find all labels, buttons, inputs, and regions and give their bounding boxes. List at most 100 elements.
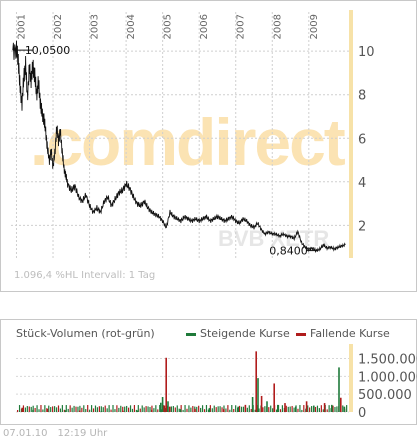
- volume-bar-baseline: [287, 406, 289, 412]
- volume-bar-baseline: [131, 408, 134, 412]
- volume-bar-baseline: [85, 409, 87, 412]
- volume-bar: [46, 408, 49, 412]
- volume-bar-baseline: [264, 406, 266, 412]
- volume-bar-baseline: [61, 405, 63, 412]
- price-chart-panel: [0, 0, 417, 292]
- legend-rising-label: Steigende Kurse: [200, 327, 290, 340]
- volume-bar-baseline: [40, 405, 42, 412]
- volume-bar: [165, 357, 167, 412]
- volume-bar-baseline: [205, 405, 208, 412]
- volume-bar-baseline: [235, 405, 237, 412]
- volume-bar: [257, 378, 259, 412]
- volume-bar-baseline: [289, 406, 291, 412]
- volume-bar-baseline: [217, 406, 219, 412]
- legend-falling: Fallende Kurse: [296, 327, 390, 340]
- volume-bar-baseline: [223, 405, 225, 412]
- volume-bar-baseline: [303, 405, 305, 412]
- volume-bar-baseline: [22, 405, 25, 412]
- volume-bar-baseline: [221, 407, 223, 412]
- volume-tick-label: 500.000: [358, 388, 412, 403]
- volume-bar-baseline: [59, 408, 62, 412]
- volume-bar-baseline: [75, 406, 77, 412]
- volume-bar: [331, 404, 333, 412]
- volume-bar-baseline: [145, 406, 147, 412]
- volume-bar-baseline: [272, 408, 274, 412]
- volume-bar-baseline: [63, 409, 65, 412]
- volume-bar-baseline: [285, 405, 287, 412]
- volume-bar-baseline: [182, 409, 184, 412]
- volume-bar-baseline: [137, 405, 139, 412]
- volume-bar-baseline: [207, 409, 210, 412]
- volume-bar-baseline: [108, 405, 110, 412]
- volume-bar: [79, 410, 81, 412]
- volume-bar: [251, 397, 254, 412]
- volume-tick-label: 1.000.000: [358, 370, 417, 385]
- volume-bar-baseline: [114, 409, 116, 412]
- volume-tick-label: 1.500.000: [358, 352, 417, 367]
- volume-bar-baseline: [336, 406, 338, 412]
- volume-bar-baseline: [275, 409, 278, 412]
- price-axis-bar: [349, 10, 353, 258]
- volume-bar-baseline: [178, 408, 180, 412]
- volume-bar-baseline: [71, 407, 73, 412]
- legend-falling-label: Fallende Kurse: [310, 327, 390, 340]
- volume-bar-baseline: [172, 406, 174, 412]
- volume-bar-baseline: [279, 409, 282, 412]
- volume-bar-baseline: [157, 409, 159, 412]
- volume-bar-baseline: [188, 405, 190, 412]
- volume-bar-baseline: [106, 408, 108, 412]
- volume-bar-baseline: [326, 409, 328, 412]
- volume-bar-baseline: [87, 405, 89, 412]
- volume-bar-baseline: [190, 407, 192, 412]
- volume-bar: [161, 397, 164, 412]
- volume-bar: [122, 410, 124, 412]
- volume-bar-baseline: [159, 405, 161, 412]
- volume-bar-baseline: [139, 408, 141, 412]
- volume-bar: [313, 405, 315, 412]
- volume-bar-baseline: [102, 407, 104, 412]
- volume-bar-baseline: [89, 409, 91, 412]
- volume-bar-baseline: [242, 406, 245, 412]
- volume-bar-baseline: [79, 405, 81, 412]
- volume-bar-baseline: [248, 405, 250, 412]
- volume-bar-baseline: [229, 409, 231, 412]
- x-tick-label: 2006: [199, 14, 210, 39]
- volume-bar: [244, 404, 247, 412]
- volume-bar-baseline: [147, 406, 149, 412]
- volume-tick-label: 0: [358, 406, 366, 421]
- volume-bar-baseline: [342, 405, 344, 412]
- volume-bar-baseline: [120, 405, 122, 412]
- y-tick-label: 4: [358, 176, 366, 191]
- volume-bar-baseline: [256, 405, 258, 412]
- volume-bar-baseline: [305, 408, 307, 412]
- volume-bar: [295, 406, 297, 412]
- volume-bar-baseline: [124, 406, 126, 412]
- volume-bar-baseline: [48, 405, 50, 412]
- volume-bar: [100, 410, 103, 412]
- volume-bar-baseline: [201, 405, 204, 412]
- x-tick-label: 2008: [272, 14, 283, 39]
- volume-bar-baseline: [231, 405, 233, 412]
- volume-bar-baseline: [38, 409, 40, 412]
- y-tick-label: 6: [358, 132, 366, 147]
- volume-bar-baseline: [161, 409, 163, 412]
- volume-bar: [163, 405, 166, 412]
- volume-bar: [223, 409, 225, 412]
- volume-bar-baseline: [36, 405, 38, 412]
- volume-bar-baseline: [18, 405, 21, 412]
- volume-bar-baseline: [110, 409, 112, 412]
- price-line: [12, 40, 346, 254]
- x-tick-label: 2005: [163, 14, 174, 39]
- volume-bar-baseline: [334, 407, 336, 412]
- volume-bar: [194, 408, 196, 412]
- volume-bar-baseline: [149, 407, 151, 412]
- volume-bar: [284, 403, 286, 412]
- volume-bar-baseline: [28, 406, 30, 412]
- volume-bar-baseline: [42, 409, 44, 412]
- volume-axis-bar: [349, 344, 353, 412]
- volume-bar-baseline: [311, 406, 313, 412]
- volume-bar-baseline: [67, 408, 69, 412]
- volume-bar-baseline: [332, 405, 334, 412]
- x-tick-label: 2009: [309, 14, 320, 39]
- volume-bar-baseline: [83, 405, 85, 412]
